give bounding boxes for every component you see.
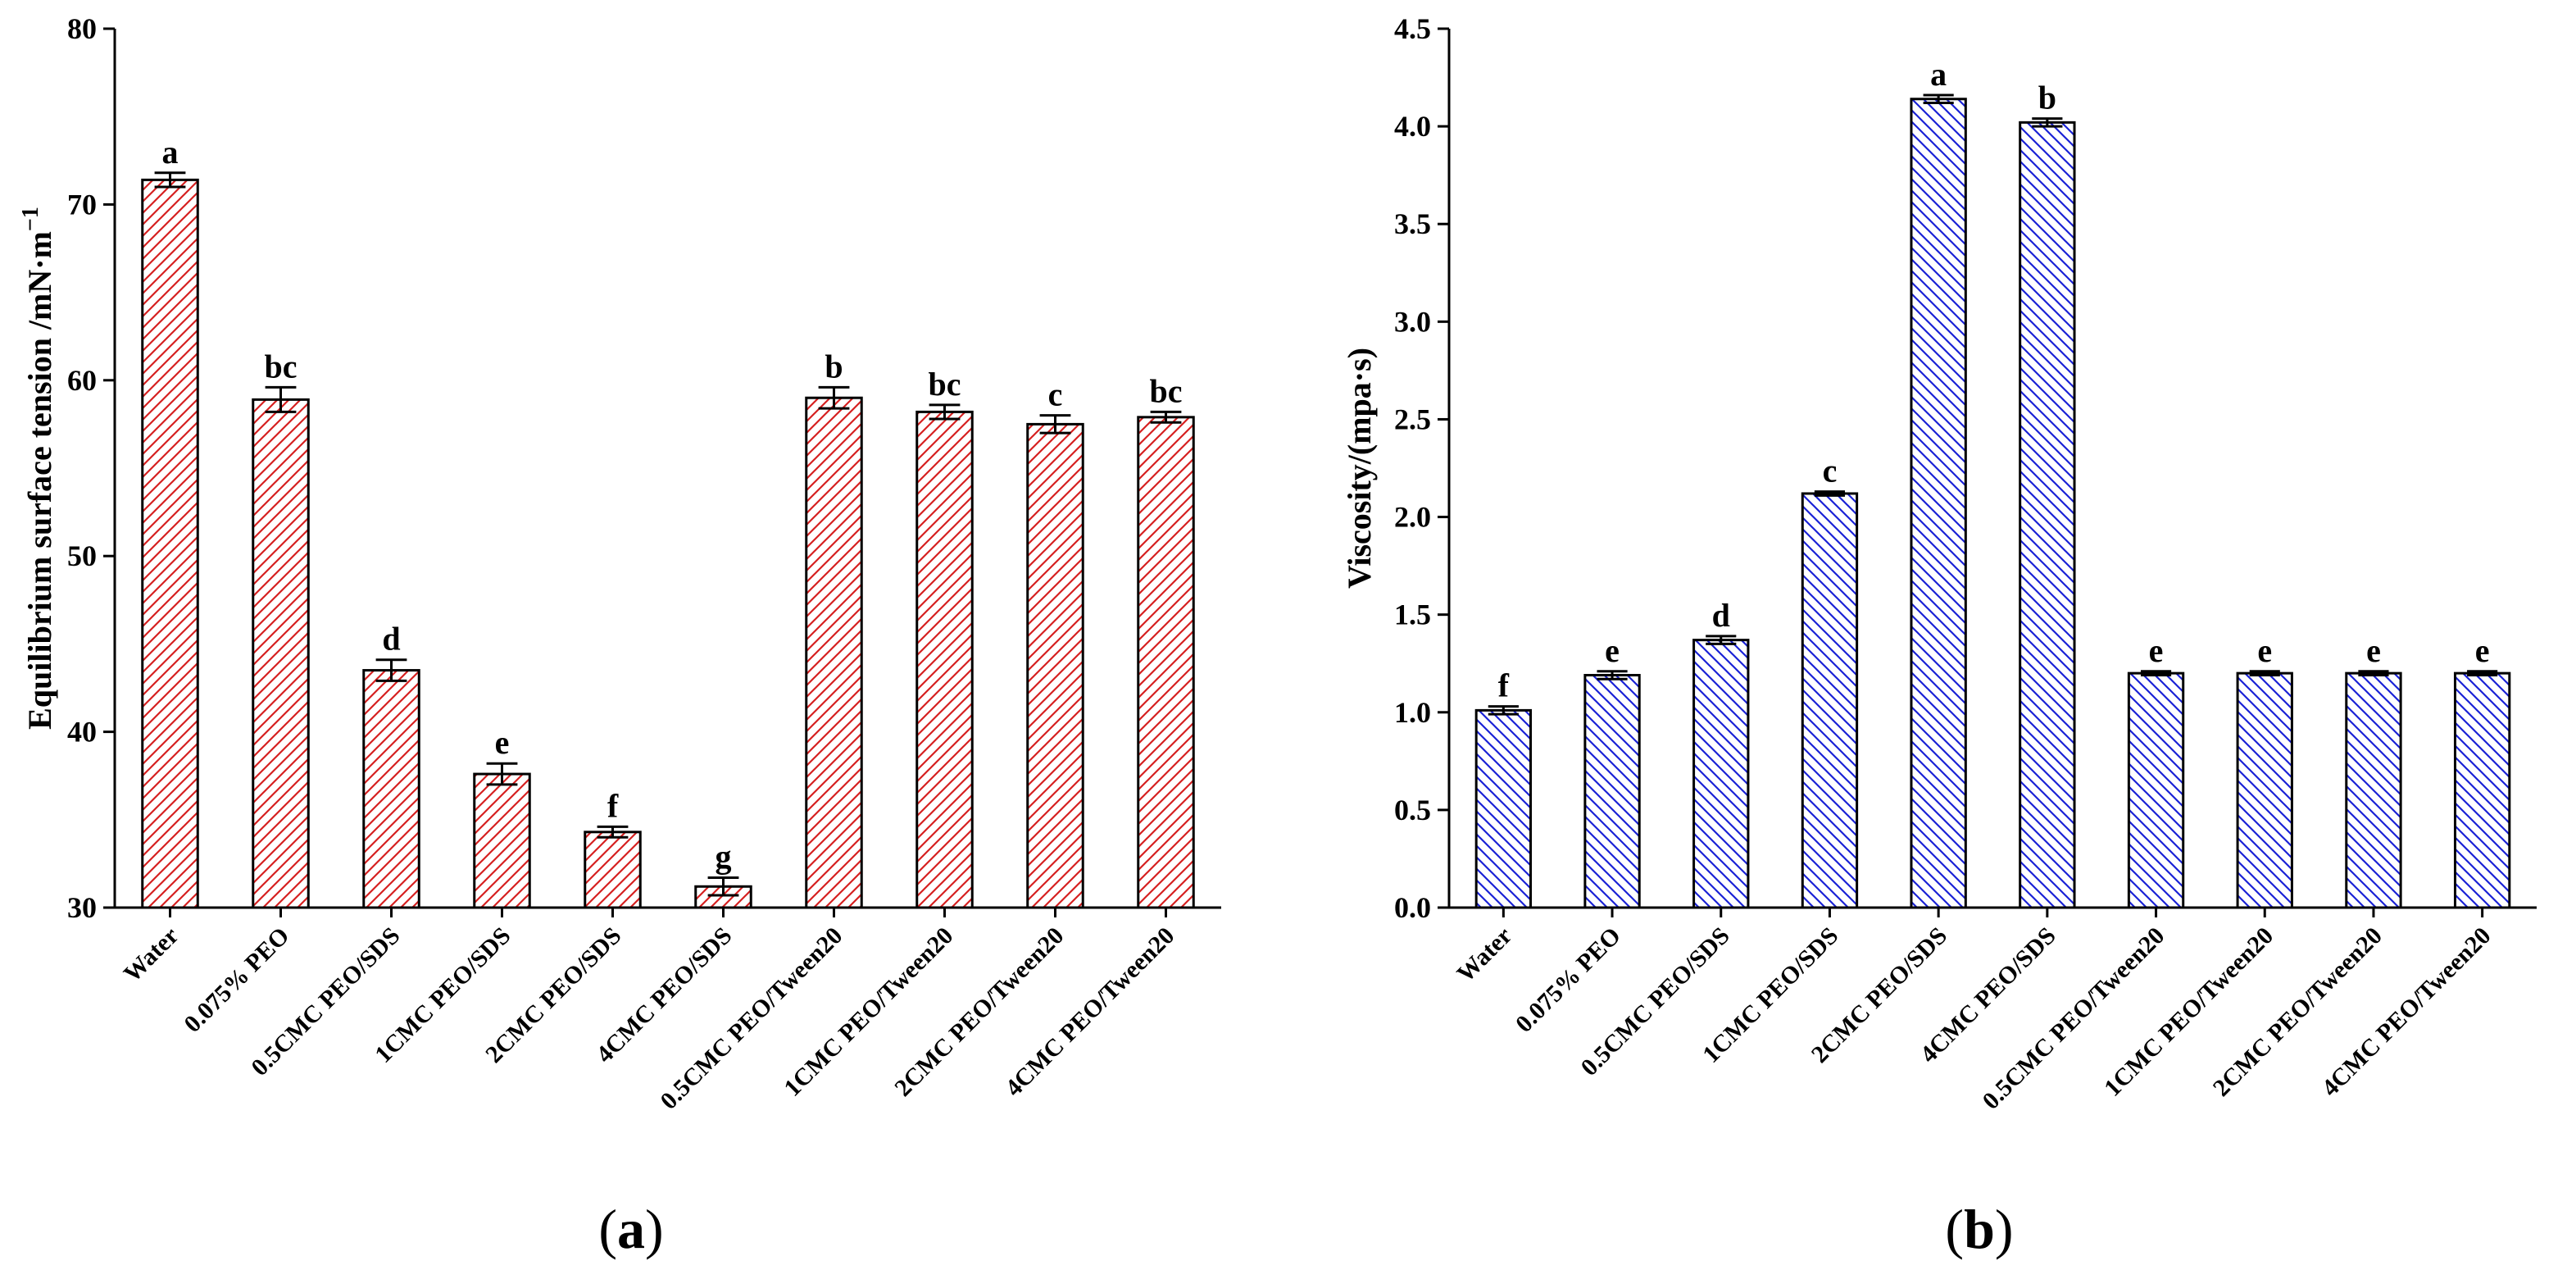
significance-label: c (1048, 376, 1063, 413)
category-label: 0.075% PEO (1511, 922, 1626, 1038)
significance-label: b (2038, 80, 2056, 116)
bar-7 (2127, 671, 2185, 909)
error-bar-2 (1597, 670, 1628, 680)
significance-label: e (2475, 632, 2490, 669)
significance-label: f (1498, 667, 1510, 704)
error-bar-3 (1706, 635, 1737, 645)
significance-label: a (1930, 56, 1947, 93)
y-tick-label: 4.0 (1394, 110, 1431, 143)
bar-4 (473, 772, 531, 909)
error-bar-10 (2467, 670, 2498, 677)
bar-2 (252, 398, 310, 909)
error-bar-7 (818, 385, 850, 410)
significance-label: g (716, 839, 732, 876)
y-axis-title: Equilibrium surface tension /mN·m−1 (18, 207, 58, 730)
significance-label: bc (929, 366, 961, 403)
bar-10 (1137, 416, 1195, 909)
bar-4 (1801, 492, 1859, 909)
bar-7 (805, 396, 863, 909)
panel-label: (a) (598, 1198, 663, 1260)
error-bar-10 (1150, 410, 1182, 424)
y-tick-label: 80 (67, 12, 97, 45)
y-tick-label: 0.5 (1394, 794, 1431, 826)
significance-label: b (825, 348, 843, 385)
y-tick-label: 1.0 (1394, 696, 1431, 729)
category-label: 0.5CMC PEO/Tween20 (655, 922, 847, 1115)
y-tick-label: 50 (67, 539, 97, 572)
bar-8 (2236, 671, 2293, 909)
significance-label: e (2257, 632, 2272, 669)
y-axis-title: Viscosity/(mpa·s) (1341, 348, 1378, 589)
category-label: 0.075% PEO (179, 922, 294, 1038)
error-bar-6 (707, 876, 739, 897)
bar-3 (1692, 639, 1750, 909)
error-bar-6 (2032, 117, 2063, 128)
bar-1 (141, 178, 199, 909)
error-bar-1 (1488, 705, 1519, 716)
bar-6 (2019, 121, 2076, 909)
bar-10 (2453, 671, 2511, 909)
error-bar-8 (929, 403, 961, 421)
bar-5 (1910, 98, 1967, 909)
error-bar-4 (1814, 490, 1846, 497)
category-label: 0.5CMC PEO/Tween20 (1977, 922, 2169, 1115)
y-tick-label: 40 (67, 716, 97, 749)
error-bar-3 (375, 658, 407, 682)
category-label: Water (119, 922, 184, 988)
y-tick-label: 0.0 (1394, 891, 1431, 924)
bar-8 (915, 410, 974, 909)
error-bar-9 (2358, 670, 2389, 677)
error-bar-7 (2140, 670, 2172, 677)
panel-label: (b) (1945, 1198, 2013, 1260)
bar-5 (584, 831, 642, 909)
y-tick-label: 4.5 (1394, 12, 1431, 45)
error-bar-8 (2249, 670, 2280, 677)
error-bar-9 (1039, 414, 1071, 435)
error-bar-1 (154, 171, 186, 189)
error-bar-5 (1923, 93, 1954, 105)
y-tick-label: 2.5 (1394, 403, 1431, 435)
significance-label: bc (265, 348, 298, 385)
significance-label: e (495, 724, 510, 761)
significance-label: e (1605, 632, 1620, 669)
bar-9 (2345, 671, 2402, 909)
error-bar-4 (486, 762, 518, 786)
y-tick-label: 2.0 (1394, 501, 1431, 534)
significance-label: d (1712, 597, 1730, 634)
y-tick-label: 60 (67, 364, 97, 397)
significance-label: d (382, 621, 400, 658)
error-bar-2 (265, 385, 297, 413)
y-tick-label: 1.5 (1394, 599, 1431, 631)
significance-label: f (607, 787, 619, 824)
bar-9 (1026, 422, 1084, 909)
y-tick-label: 3.0 (1394, 305, 1431, 338)
significance-label: a (162, 134, 179, 171)
bar-3 (362, 669, 420, 909)
category-label: Water (1452, 922, 1517, 988)
bar-1 (1474, 708, 1533, 909)
y-tick-label: 3.5 (1394, 207, 1431, 240)
significance-label: bc (1150, 372, 1183, 409)
significance-label: e (2149, 632, 2164, 669)
significance-label: e (2366, 632, 2381, 669)
significance-label: c (1823, 453, 1838, 489)
y-tick-label: 70 (67, 188, 97, 221)
y-tick-label: 30 (67, 891, 97, 924)
error-bar-5 (597, 825, 629, 839)
bar-2 (1583, 674, 1641, 909)
